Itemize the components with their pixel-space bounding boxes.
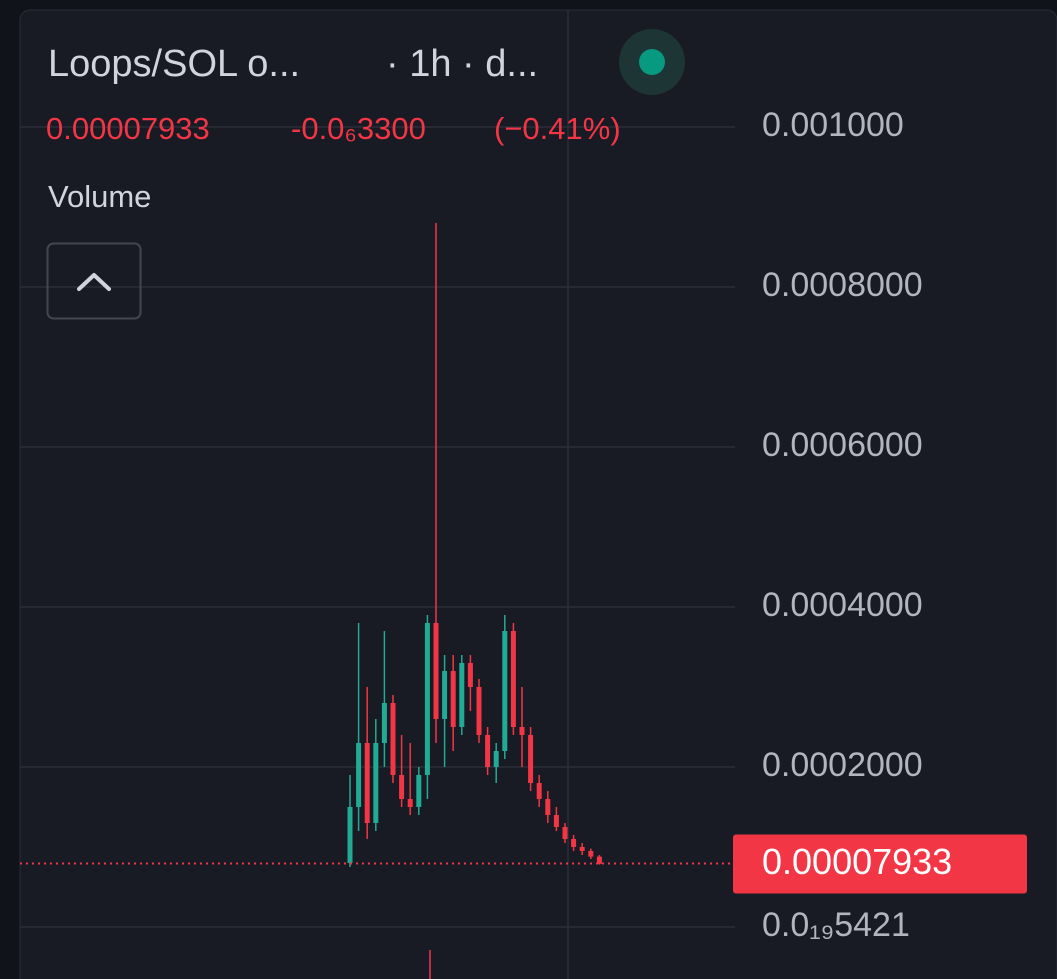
status-dot [639,49,665,75]
chevron-icon [77,273,111,291]
y-tick-label: 0.0008000 [762,266,923,304]
candle-body [390,703,396,775]
candle-body [459,663,465,727]
y-tick-label: 0.0004000 [762,586,923,624]
candle-body [450,671,456,727]
last-price: 0.00007933 [46,111,210,146]
candle-body [553,815,559,827]
candle-body [519,727,525,735]
candle-body [356,743,362,807]
candle-body [528,735,534,783]
candle-body [476,687,482,735]
grid [20,126,735,928]
symbol-title: Loops/SOL o... [48,43,300,85]
price-change: -0.0₆3300 [291,111,426,146]
panel [19,9,1057,979]
candle-body [373,743,379,823]
candle-body [407,799,413,807]
candle-body [424,623,430,775]
collapse-button[interactable] [46,242,142,320]
candle-body [442,671,448,719]
candle-body [502,631,508,751]
candle-body [347,807,353,863]
price-change-pct: (−0.41%) [494,111,621,146]
candles [347,223,602,867]
candle-body [579,847,585,851]
candle-body [493,751,499,767]
y-tick-label: 0.0006000 [762,426,923,464]
candle-body [562,827,568,839]
indicator-label: Volume [48,179,151,214]
candle-body [416,775,422,807]
candle-body [510,631,516,727]
candle-body [381,703,387,743]
last-price-tag-label: 0.00007933 [762,841,952,882]
candle-body [433,623,439,719]
candle-body [588,851,594,857]
y-tick-label: 0.001000 [762,106,904,144]
candle-body [596,856,602,864]
candle-body [467,663,473,687]
y-tick-label: 0.0₁₉5421 [762,906,910,944]
candle-body [545,799,551,815]
candle-body [571,839,577,847]
candle-body [399,775,405,799]
interval: · 1h · d... [386,43,538,85]
candle-body [536,783,542,799]
candle-body [364,743,370,823]
candle-body [485,735,491,767]
last-price-tag [733,834,1027,894]
y-tick-label: 0.0002000 [762,746,923,784]
